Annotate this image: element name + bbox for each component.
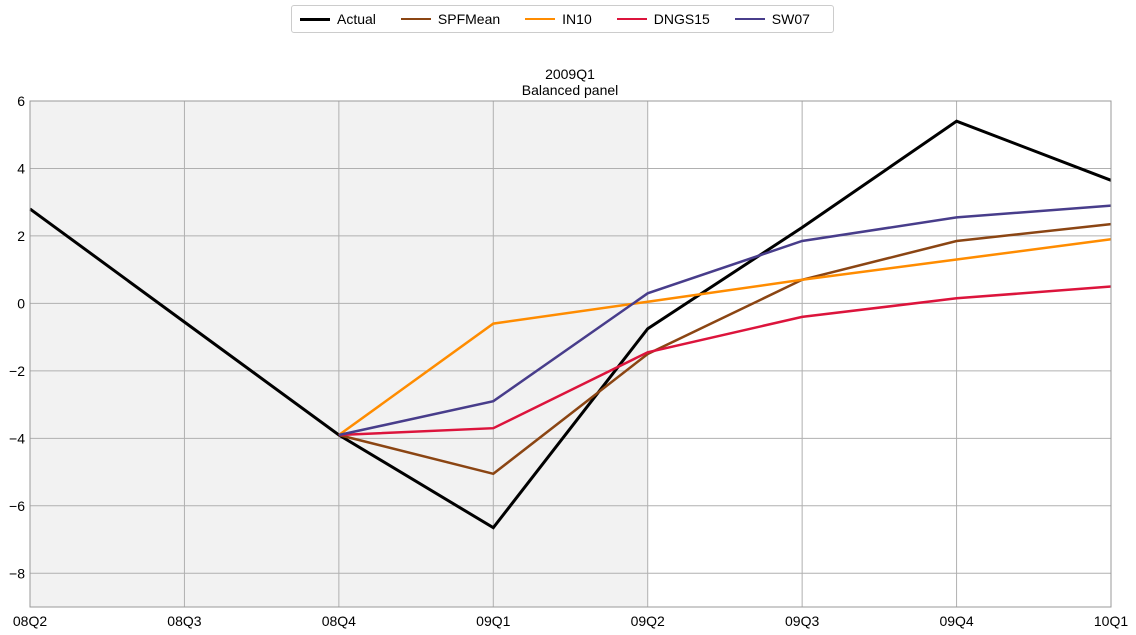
plot-frame — [29, 100, 1112, 608]
legend-item-actual: Actual — [300, 11, 376, 27]
series-line-actual — [29, 119, 1112, 530]
series-line-dngs15 — [338, 285, 1112, 437]
y-tick-label: 2 — [17, 228, 25, 244]
y-tick-label: 6 — [17, 93, 25, 109]
y-tick-label: 4 — [17, 160, 25, 176]
chart-subtitle: Balanced panel — [522, 82, 619, 98]
legend-label: Actual — [337, 11, 376, 27]
x-tick-label: 09Q2 — [631, 613, 665, 629]
legend-swatch — [300, 17, 330, 21]
x-tick-label: 08Q4 — [322, 613, 356, 629]
y-tick-label: −8 — [9, 565, 25, 581]
legend-label: SPFMean — [437, 11, 501, 27]
legend-label: DNGS15 — [653, 11, 710, 27]
legend-label: IN10 — [562, 11, 592, 27]
x-tick-label: 10Q1 — [1094, 613, 1128, 629]
y-tick-label: −2 — [9, 363, 25, 379]
chart-title: 2009Q1 — [545, 66, 595, 82]
legend-swatch — [525, 18, 556, 20]
legend-swatch — [616, 18, 647, 20]
x-tick-label: 08Q3 — [167, 613, 201, 629]
legend-item-dngs15: DNGS15 — [616, 11, 710, 27]
x-tick-label: 09Q4 — [939, 613, 973, 629]
series-line-in10 — [338, 238, 1112, 437]
y-tick-label: 0 — [17, 295, 25, 311]
legend-item-spfmean: SPFMean — [400, 11, 501, 27]
legend-item-sw07: SW07 — [734, 11, 810, 27]
legend-swatch — [734, 18, 765, 20]
x-tick-label: 09Q3 — [785, 613, 819, 629]
series-line-spfmean — [338, 222, 1112, 476]
legend-swatch — [400, 18, 431, 20]
y-tick-label: −4 — [9, 430, 25, 446]
x-tick-label: 09Q1 — [476, 613, 510, 629]
legend-item-in10: IN10 — [525, 11, 592, 27]
legend-label: SW07 — [771, 11, 810, 27]
x-tick-label: 08Q2 — [13, 613, 47, 629]
y-tick-label: −6 — [9, 498, 25, 514]
chart-legend: Actual SPFMean IN10 DNGS15 SW07 — [291, 5, 834, 33]
series-line-sw07 — [338, 204, 1112, 437]
